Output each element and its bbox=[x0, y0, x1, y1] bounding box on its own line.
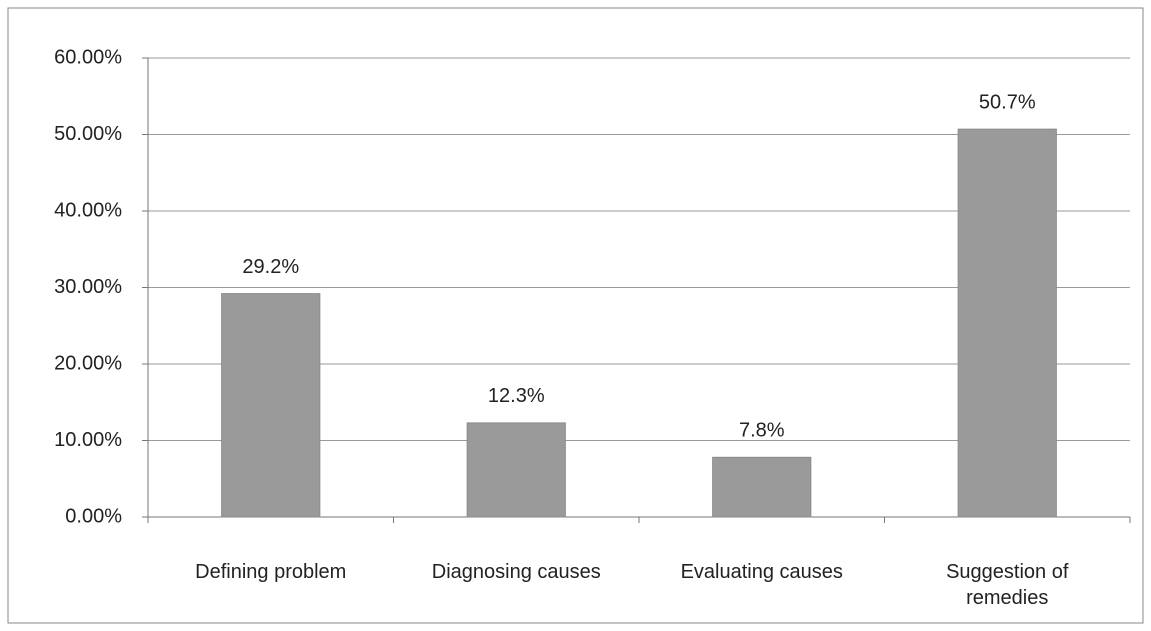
bar bbox=[712, 456, 812, 518]
x-tick-label: Defining problem bbox=[195, 561, 347, 583]
y-tick-label: 60.00% bbox=[54, 46, 122, 68]
y-tick-label: 0.00% bbox=[65, 505, 122, 527]
y-tick-label: 50.00% bbox=[54, 123, 122, 145]
bar bbox=[221, 293, 321, 518]
x-tick-label: Diagnosing causes bbox=[431, 561, 601, 583]
data-label: 12.3% bbox=[488, 385, 545, 407]
chart-frame bbox=[7, 7, 1144, 624]
bar bbox=[957, 128, 1057, 518]
bar bbox=[466, 422, 566, 518]
y-tick-label: 10.00% bbox=[54, 429, 122, 451]
y-tick-label: 40.00% bbox=[54, 199, 122, 221]
data-label: 29.2% bbox=[242, 256, 299, 278]
y-tick-label: 30.00% bbox=[54, 276, 122, 298]
x-tick-label: Suggestion of remedies bbox=[946, 561, 1069, 609]
data-label: 7.8% bbox=[739, 420, 785, 442]
x-tick-label: Evaluating causes bbox=[680, 561, 843, 583]
data-label: 50.7% bbox=[979, 91, 1036, 113]
y-tick-label: 20.00% bbox=[54, 352, 122, 374]
